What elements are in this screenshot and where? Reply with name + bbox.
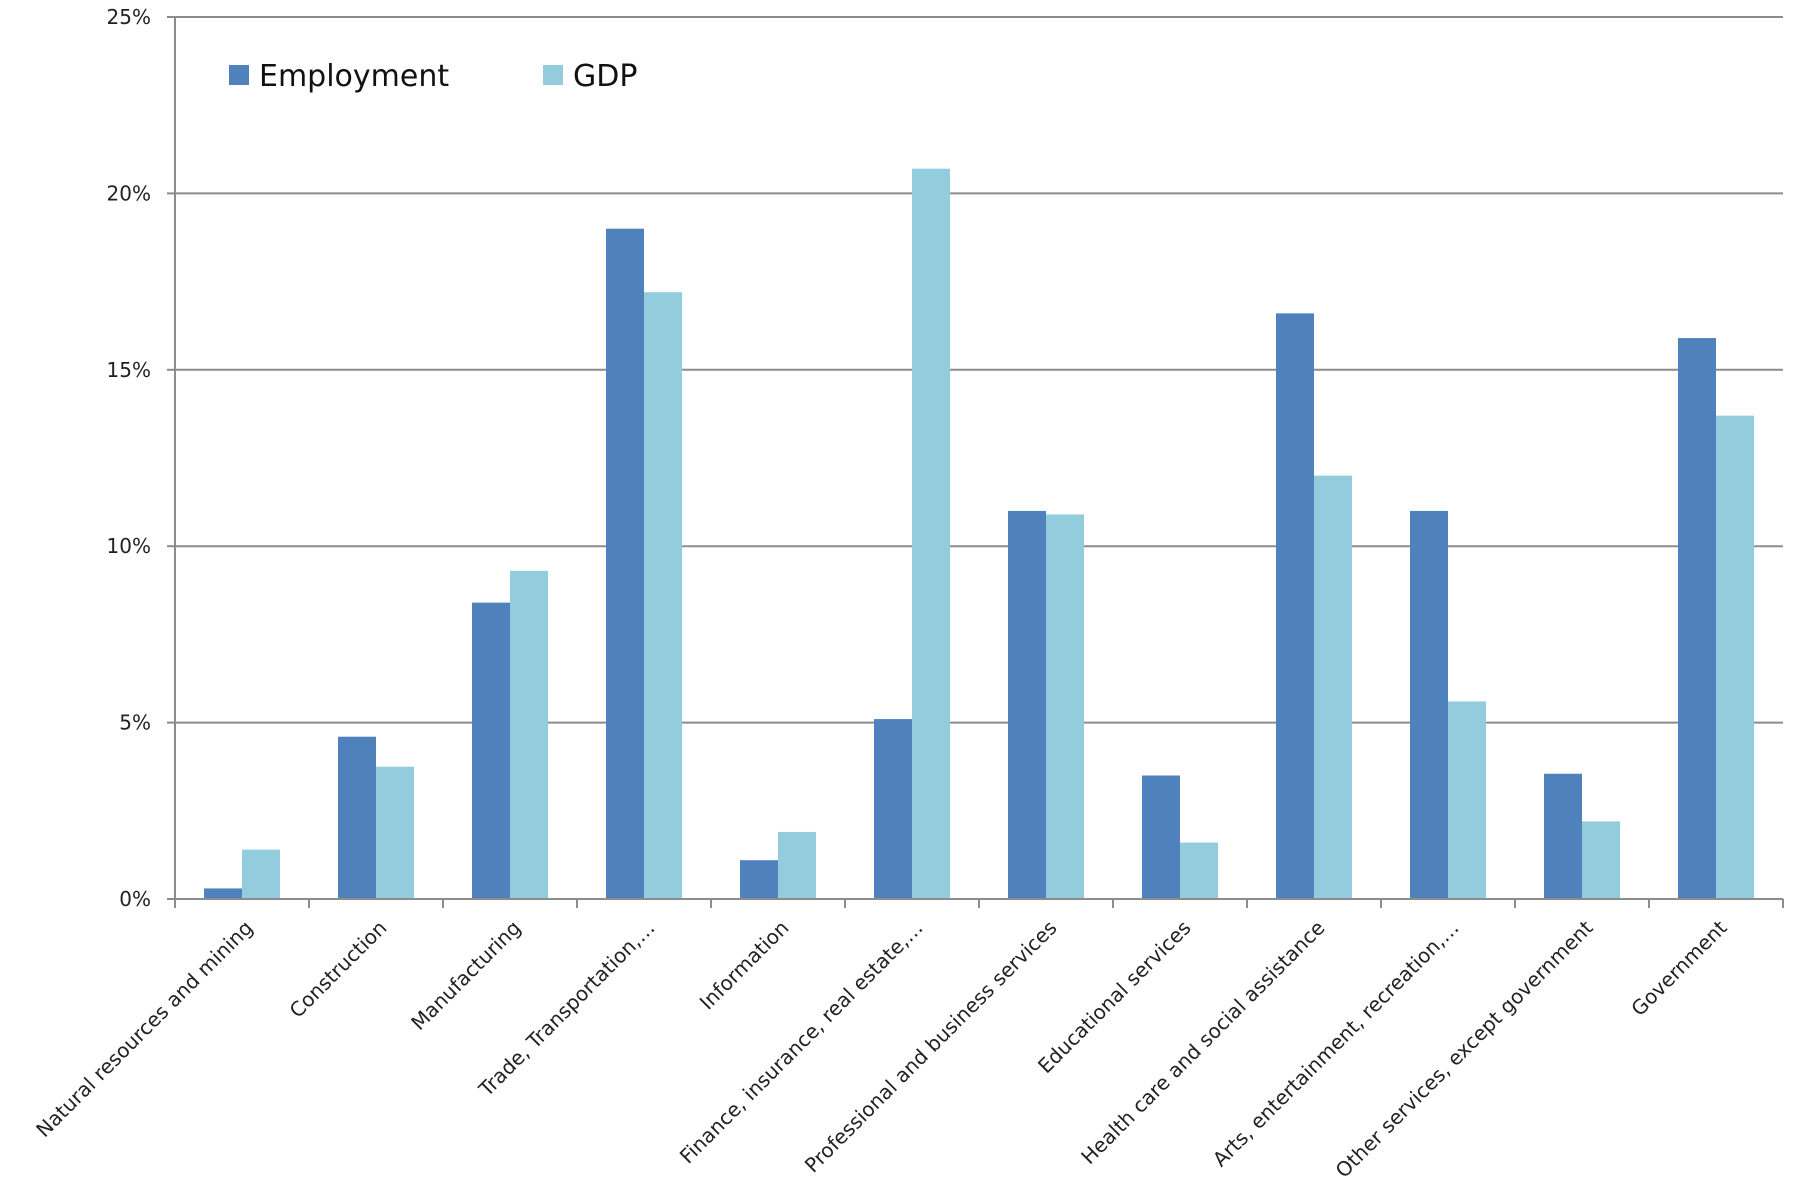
bar-gdp-9 <box>1448 701 1486 899</box>
x-tick-label: Professional and business services <box>800 916 1062 1178</box>
y-tick-label: 5% <box>119 711 151 735</box>
x-tick-label: Manufacturing <box>406 916 525 1035</box>
axes <box>174 17 1783 900</box>
bar-gdp-8 <box>1314 475 1352 899</box>
bar-employment-11 <box>1678 338 1716 900</box>
y-tick-label: 15% <box>107 358 151 382</box>
x-tick-labels: Natural resources and mining Construction… <box>31 899 1784 1182</box>
bar-gdp-4 <box>778 831 816 899</box>
legend: Employment GDP <box>229 59 637 94</box>
bar-employment-3 <box>606 228 644 899</box>
bar-gdp-5 <box>912 168 950 900</box>
bar-employment-1 <box>338 736 376 899</box>
bar-gdp-1 <box>376 766 414 899</box>
bar-gdp-7 <box>1180 842 1218 899</box>
legend-swatch-employment <box>229 65 249 85</box>
bar-employment-4 <box>740 860 778 899</box>
legend-label-employment: Employment <box>259 59 449 94</box>
y-tick-label: 20% <box>107 181 151 205</box>
bar-gdp-2 <box>510 570 548 899</box>
x-tick-label: Arts, entertainment, recreation,… <box>1208 916 1464 1172</box>
x-tick-label: Health care and social assistance <box>1076 916 1329 1169</box>
x-tick-label: Educational services <box>1033 916 1196 1079</box>
bar-employment-6 <box>1008 510 1046 899</box>
y-tick-label: 0% <box>119 887 151 911</box>
x-tick-label: Construction <box>285 916 392 1023</box>
bar-gdp-11 <box>1716 415 1754 899</box>
y-tick-labels: 0% 5% 10% 15% 20% 25% <box>107 5 175 911</box>
bar-gdp-0 <box>242 849 280 899</box>
x-tick-label: Natural resources and mining <box>31 916 257 1142</box>
bar-employment-10 <box>1544 773 1582 899</box>
legend-label-gdp: GDP <box>573 59 637 94</box>
x-tick-label: Government <box>1626 915 1731 1020</box>
bar-gdp-10 <box>1582 821 1620 899</box>
y-tick-label: 25% <box>107 5 151 29</box>
x-tick-label: Information <box>695 916 794 1015</box>
bars <box>204 168 1754 900</box>
bar-employment-8 <box>1276 313 1314 899</box>
x-tick-label: Finance, insurance, real estate,… <box>675 916 928 1169</box>
bar-employment-2 <box>472 602 510 899</box>
gridlines <box>175 16 1783 724</box>
bar-employment-5 <box>874 719 912 899</box>
bar-gdp-6 <box>1046 514 1084 899</box>
legend-swatch-gdp <box>543 65 563 85</box>
x-tick-label: Other services, except government <box>1331 915 1598 1182</box>
bar-employment-7 <box>1142 775 1180 899</box>
y-tick-label: 10% <box>107 534 151 558</box>
bar-employment-0 <box>204 888 242 899</box>
bar-gdp-3 <box>644 292 682 900</box>
bar-employment-9 <box>1410 510 1448 899</box>
